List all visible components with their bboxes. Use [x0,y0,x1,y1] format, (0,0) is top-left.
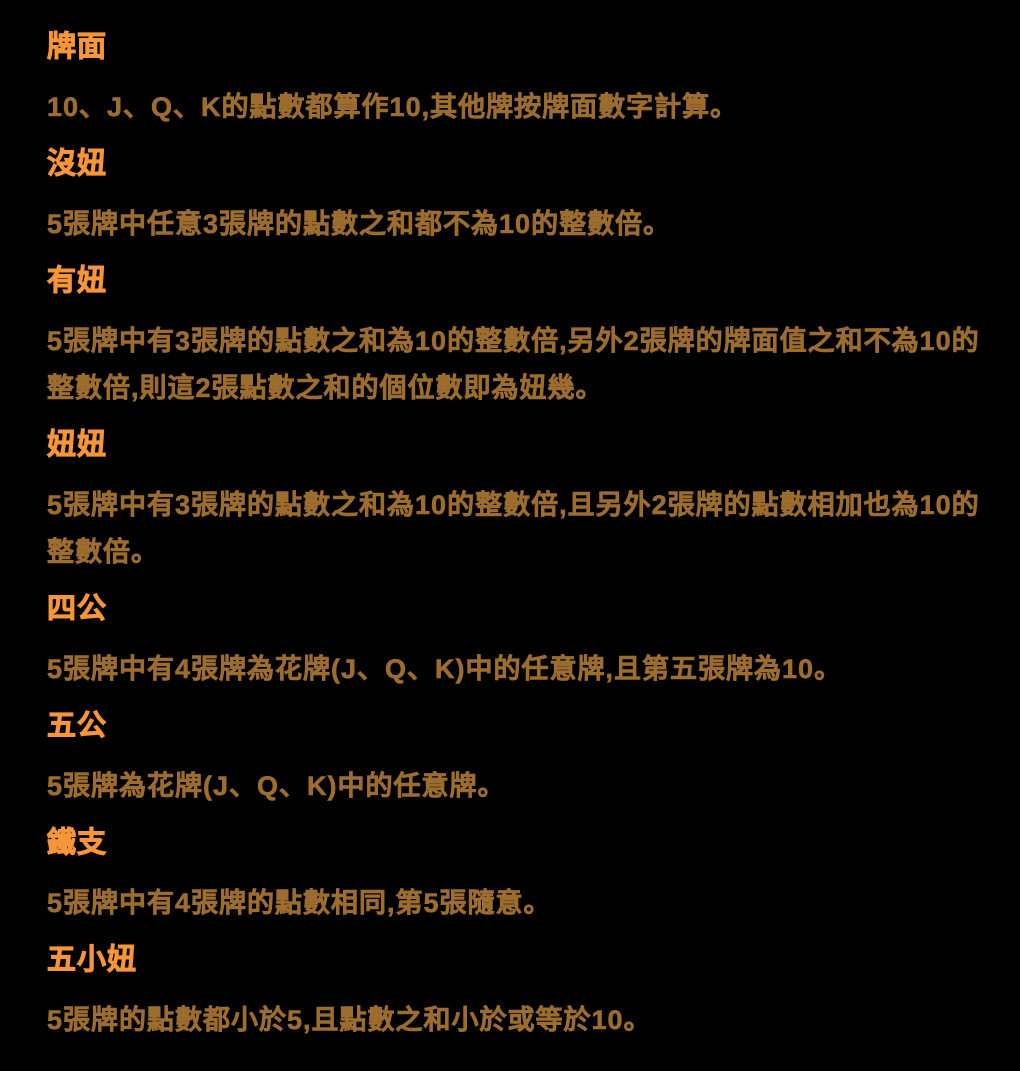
rule-section-card-face: 牌面 10、J、Q、K的點數都算作10,其他牌按牌面數字計算。 [47,30,980,131]
rule-body: 5張牌中有3張牌的點數之和為10的整數倍,且另外2張牌的點數相加也為10的整數倍… [47,490,980,568]
rule-heading: 有妞 [47,265,108,298]
rule-heading: 妞妞 [47,429,108,462]
rule-body: 5張牌中任意3張牌的點數之和都不為10的整數倍。 [47,209,672,240]
rule-section-no-niu: 沒妞 5張牌中任意3張牌的點數之和都不為10的整數倍。 [47,147,980,248]
rule-body: 5張牌中有4張牌的點數相同,第5張隨意。 [47,888,552,919]
rule-heading: 牌面 [47,31,108,64]
rule-heading: 五公 [47,710,108,743]
rule-heading: 五小妞 [47,944,138,977]
rule-section-five-small-niu: 五小妞 5張牌的點數都小於5,且點數之和小於或等於10。 [47,943,980,1044]
rule-body: 5張牌中有4張牌為花牌(J、Q、K)中的任意牌,且第五張牌為10。 [47,654,843,685]
rule-body: 5張牌的點數都小於5,且點數之和小於或等於10。 [47,1005,652,1036]
rule-section-five-face: 五公 5張牌為花牌(J、Q、K)中的任意牌。 [47,709,980,810]
rule-section-four-of-a-kind: 鐵支 5張牌中有4張牌的點數相同,第5張隨意。 [47,826,980,927]
rule-heading: 沒妞 [47,148,108,181]
rule-body: 5張牌為花牌(J、Q、K)中的任意牌。 [47,771,506,802]
rule-section-niu-niu: 妞妞 5張牌中有3張牌的點數之和為10的整數倍,且另外2張牌的點數相加也為10的… [47,428,980,576]
rule-body: 10、J、Q、K的點數都算作10,其他牌按牌面數字計算。 [47,92,739,123]
rule-heading: 四公 [47,593,108,626]
rule-heading: 鐵支 [47,827,108,860]
rule-section-has-niu: 有妞 5張牌中有3張牌的點數之和為10的整數倍,另外2張牌的牌面值之和不為10的… [47,264,980,412]
rule-body: 5張牌中有3張牌的點數之和為10的整數倍,另外2張牌的牌面值之和不為10的整數倍… [47,326,980,404]
rule-section-four-face: 四公 5張牌中有4張牌為花牌(J、Q、K)中的任意牌,且第五張牌為10。 [47,592,980,693]
